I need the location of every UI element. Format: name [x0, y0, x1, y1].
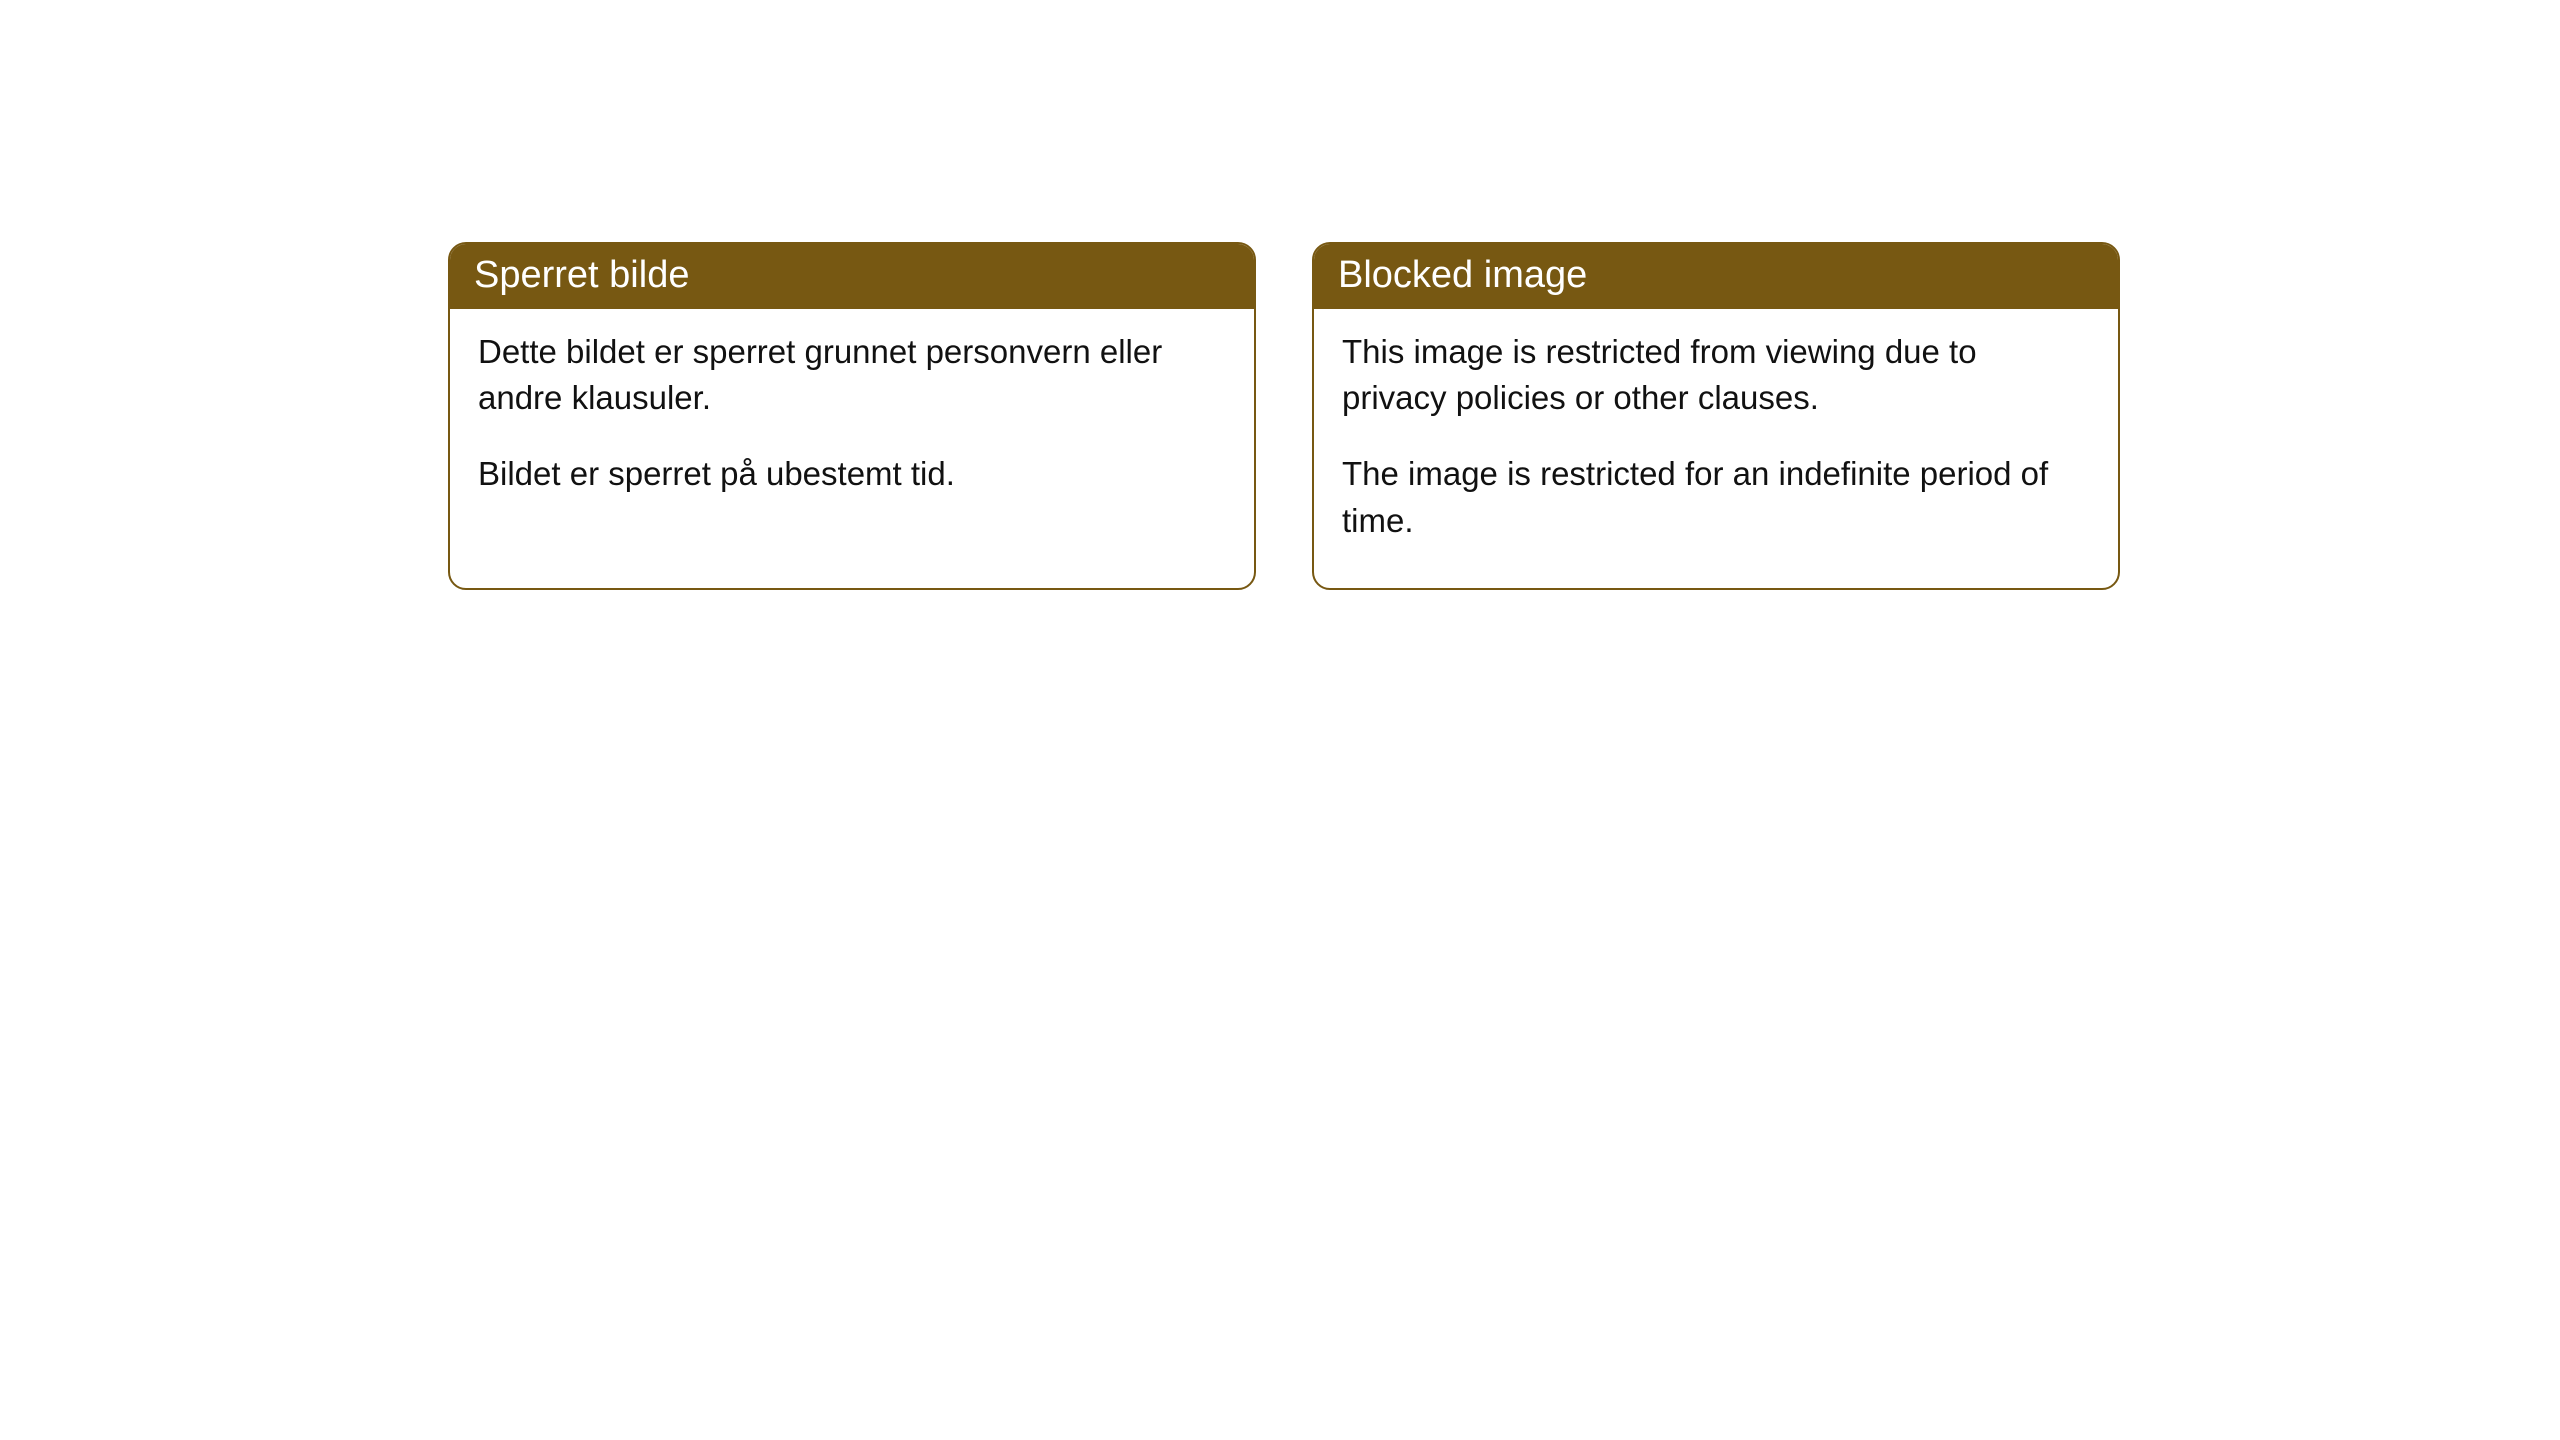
card-body: This image is restricted from viewing du… [1314, 309, 2118, 588]
card-paragraph: This image is restricted from viewing du… [1342, 329, 2090, 421]
card-header: Blocked image [1314, 244, 2118, 309]
blocked-image-card-english: Blocked image This image is restricted f… [1312, 242, 2120, 590]
card-body: Dette bildet er sperret grunnet personve… [450, 309, 1254, 542]
card-paragraph: The image is restricted for an indefinit… [1342, 451, 2090, 543]
card-paragraph: Bildet er sperret på ubestemt tid. [478, 451, 1226, 497]
card-header: Sperret bilde [450, 244, 1254, 309]
notice-cards-container: Sperret bilde Dette bildet er sperret gr… [0, 0, 2560, 590]
card-paragraph: Dette bildet er sperret grunnet personve… [478, 329, 1226, 421]
blocked-image-card-norwegian: Sperret bilde Dette bildet er sperret gr… [448, 242, 1256, 590]
